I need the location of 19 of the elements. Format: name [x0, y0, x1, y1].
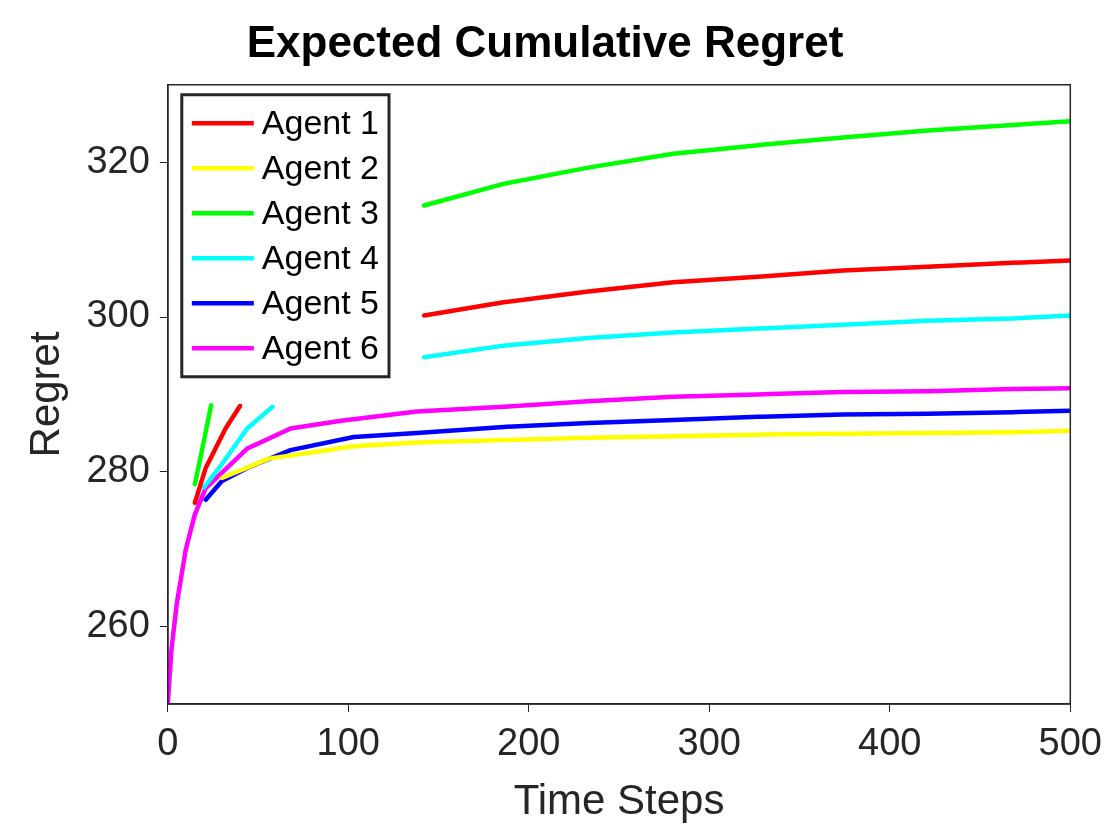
x-axis-title: Time Steps	[513, 776, 725, 824]
y-axis-title: Regret	[20, 331, 68, 458]
legend-label: Agent 1	[261, 102, 380, 141]
legend-label: Agent 4	[261, 237, 380, 276]
x-tick-label: 0	[157, 721, 179, 764]
x-tick-label: 300	[677, 721, 741, 764]
legend-label: Agent 3	[261, 192, 380, 231]
x-tick-label: 500	[1038, 721, 1102, 764]
legend-label: Agent 6	[261, 327, 380, 366]
y-tick-label: 320	[86, 138, 150, 181]
legend-label: Agent 5	[261, 282, 380, 321]
legend-label: Agent 2	[261, 147, 380, 186]
y-tick-label: 280	[86, 448, 150, 491]
chart-title: Expected Cumulative Regret	[246, 16, 844, 66]
y-tick-label: 300	[86, 293, 150, 336]
x-tick-label: 400	[858, 721, 922, 764]
y-tick-label: 260	[86, 603, 150, 646]
x-tick-label: 200	[497, 721, 561, 764]
x-tick-label: 100	[316, 721, 380, 764]
